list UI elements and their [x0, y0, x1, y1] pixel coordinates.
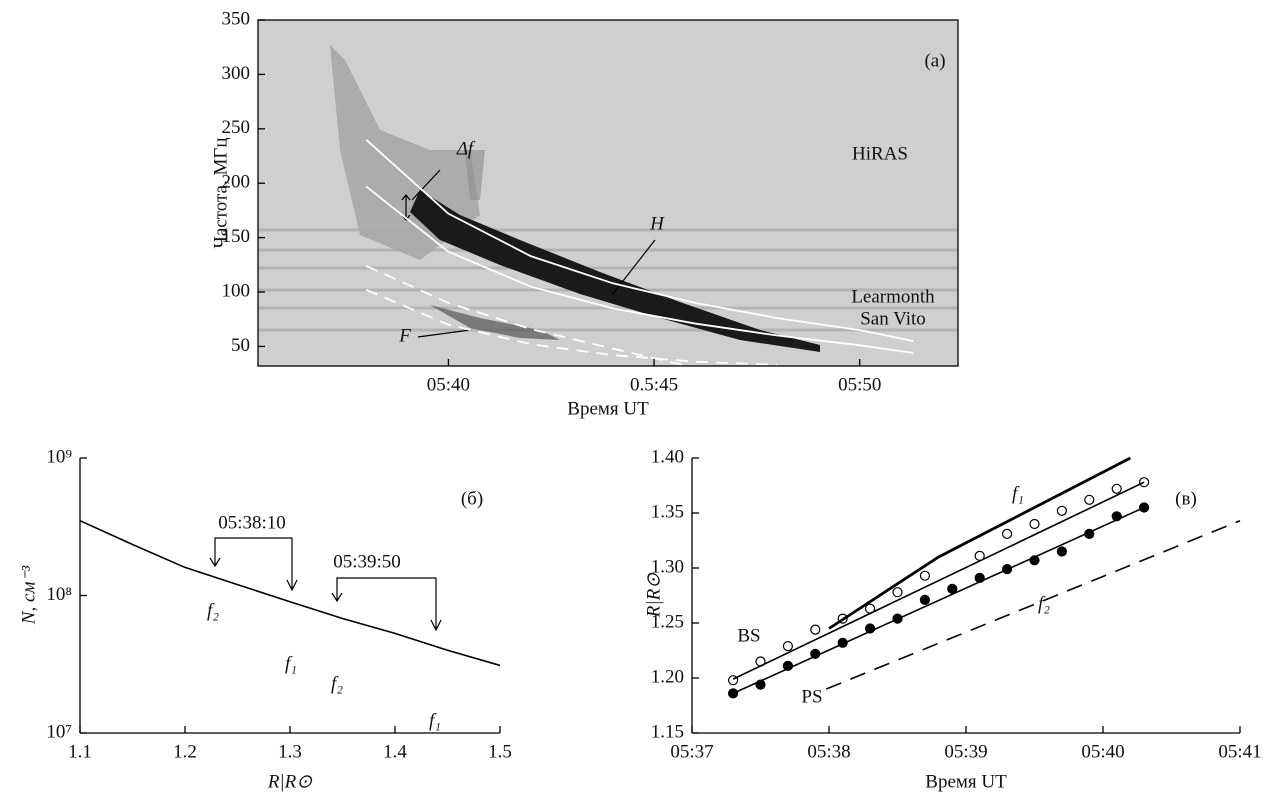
spectrogram-background	[258, 20, 958, 366]
data-line	[828, 456, 1132, 630]
data-point	[1056, 546, 1068, 557]
x-axis-label: Время UT	[925, 771, 1007, 792]
annotation: Δf	[456, 138, 476, 159]
x-tick-label: 05:41	[1218, 741, 1261, 762]
data-point	[892, 587, 903, 598]
x-tick-label: 1.3	[278, 741, 302, 762]
data-point	[1056, 505, 1068, 516]
series-label: f₂	[1038, 593, 1050, 614]
annotation: f₂	[207, 600, 219, 621]
data-line	[365, 265, 684, 366]
pointers	[209, 169, 656, 632]
series-label: PS	[801, 686, 822, 707]
y-tick-label: 1.25	[651, 611, 684, 632]
annotation: f₂	[331, 673, 343, 694]
y-tick-label: 300	[222, 63, 251, 84]
data-line	[732, 506, 1145, 695]
x-tick-label: 0.5:45	[630, 374, 678, 395]
y-tick-label: 1.40	[651, 446, 684, 467]
x-tick-label: 05:39	[944, 741, 987, 762]
x-tick-label: 1.2	[173, 741, 197, 762]
x-tick-label: 1.1	[68, 741, 92, 762]
y-tick-label: 10⁹	[46, 446, 72, 467]
annotation: Learmonth	[851, 286, 935, 307]
annotation: f₁	[285, 653, 297, 674]
data-point	[1084, 494, 1095, 505]
y-axis-label: N, см⁻³	[18, 565, 39, 625]
annotation: 05:39:50	[333, 551, 401, 572]
y-tick-label: 1.35	[651, 501, 684, 522]
y-tick-label: 1.20	[651, 666, 684, 687]
x-tick-label: 05:37	[670, 741, 713, 762]
x-axis-label: Время UT	[567, 398, 649, 419]
series-label: f₁	[1012, 483, 1024, 504]
y-axis-label: R|R⊙	[643, 573, 664, 618]
series-label: BS	[737, 625, 760, 646]
x-tick-label: 05:50	[838, 374, 881, 395]
y-tick-label: 200	[222, 172, 251, 193]
data-point	[1001, 528, 1013, 540]
y-tick-label: 10⁷	[46, 721, 72, 742]
y-tick-label: 10⁸	[46, 584, 72, 605]
x-tick-label: 1.4	[383, 741, 407, 762]
data-line	[365, 185, 914, 354]
x-tick-label: 1.5	[488, 741, 512, 762]
annotation: H	[649, 213, 665, 234]
x-tick-label: 05:38	[807, 741, 850, 762]
annotation: (в)	[1175, 488, 1197, 509]
plot-frame	[257, 19, 959, 367]
x-axis-label: R|R⊙	[267, 771, 312, 792]
annotation: (a)	[924, 50, 945, 71]
annotation: f₁	[429, 710, 441, 731]
data-point	[810, 624, 821, 635]
y-tick-label: 150	[222, 226, 251, 247]
annotation: F	[398, 325, 411, 346]
data-point	[1111, 483, 1122, 494]
data-point	[919, 570, 931, 581]
y-tick-label: 350	[222, 8, 251, 29]
y-tick-label: 50	[231, 335, 250, 356]
y-tick-label: 1.15	[651, 721, 684, 742]
y-axis-label: Частота, МГц	[210, 137, 231, 248]
data-point	[782, 640, 794, 652]
data-line	[79, 519, 501, 667]
data-line	[732, 481, 1145, 680]
annotation: San Vito	[860, 308, 926, 329]
y-tick-label: 100	[222, 280, 251, 301]
x-tick-label: 05:40	[427, 374, 470, 395]
y-tick-label: 250	[222, 117, 251, 138]
data-point	[1029, 518, 1040, 530]
x-tick-label: 05:40	[1081, 741, 1124, 762]
y-tick-label: 1.30	[651, 556, 684, 577]
data-point	[919, 594, 931, 606]
annotation: (б)	[461, 488, 483, 509]
data-line	[825, 519, 1241, 690]
data-line	[365, 139, 914, 342]
annotation: 05:38:10	[218, 512, 286, 533]
annotation: HiRAS	[852, 143, 908, 164]
